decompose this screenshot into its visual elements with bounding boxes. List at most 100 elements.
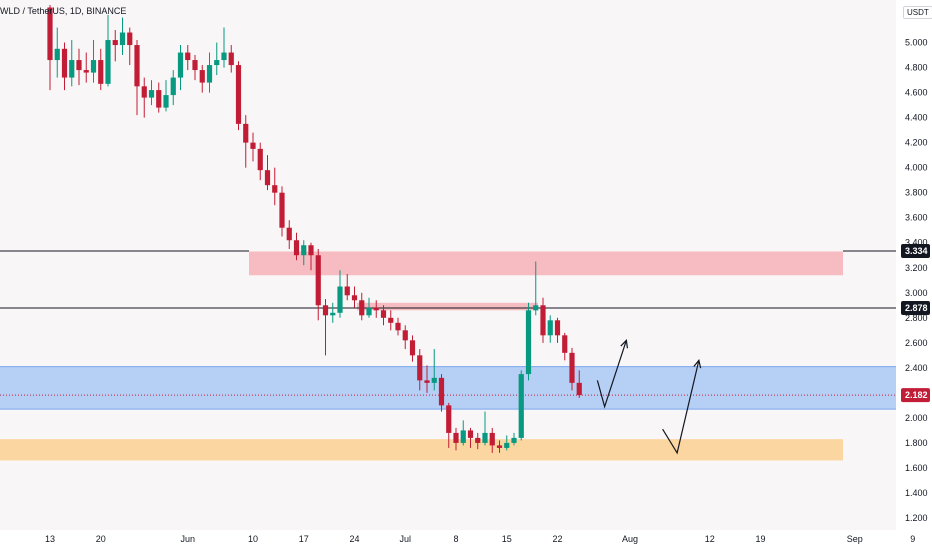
candle-body (47, 7, 53, 61)
candle-body (453, 432, 459, 443)
price-axis-bg (896, 0, 932, 550)
candle-body (504, 442, 510, 448)
candle-body (525, 310, 532, 375)
candle-body (344, 286, 350, 296)
time-tick-label: 15 (502, 534, 512, 544)
price-level-badge (901, 243, 930, 258)
candle-body (351, 295, 358, 301)
time-tick-label: 10 (248, 534, 258, 544)
time-axis-bg (0, 530, 932, 550)
candle-body (359, 300, 365, 316)
candle-body (83, 70, 89, 73)
candle-body (533, 305, 539, 311)
candle-body (409, 340, 416, 356)
candle-body (206, 65, 213, 83)
candle-body (373, 307, 379, 311)
candle-body (496, 445, 503, 448)
levels-layer (0, 250, 896, 396)
candle-body (148, 90, 155, 98)
demand-zone (0, 439, 843, 461)
price-tick-label: 3.000 (905, 288, 928, 298)
candle-body (518, 374, 524, 438)
candle-body (105, 40, 111, 84)
candle-body (431, 377, 437, 383)
candle-body (141, 86, 147, 98)
time-tick-label: 19 (755, 534, 765, 544)
candle-body (192, 60, 198, 71)
price-tick-label: 3.800 (905, 188, 928, 198)
symbol-title: WLD / TetherUS, 1D, BINANCE (0, 6, 127, 16)
price-tick-label: 3.400 (905, 238, 928, 248)
projection-arrow (662, 360, 700, 455)
candle-body (547, 320, 553, 336)
candle-body (243, 123, 249, 143)
price-tick-label: 4.600 (905, 88, 928, 98)
candle-body (134, 45, 140, 87)
candle-body (228, 52, 234, 66)
price-tick-label: 1.400 (905, 488, 928, 498)
candle-body (156, 90, 162, 108)
candle-body (69, 60, 75, 78)
candle-body (482, 432, 488, 443)
time-tick-label: Jun (180, 534, 195, 544)
price-tick-label: 4.400 (905, 113, 928, 123)
time-tick-label: 12 (705, 534, 715, 544)
candle-body (402, 330, 408, 341)
support-zone (0, 366, 896, 410)
candle-body (214, 60, 220, 66)
candle-body (366, 307, 372, 316)
price-level-badge (901, 388, 930, 403)
candle-body (127, 32, 133, 46)
candle-body (185, 52, 191, 61)
time-tick-label: Aug (622, 534, 638, 544)
price-tick-label: 1.600 (905, 463, 928, 473)
candle-body (76, 60, 82, 71)
time-tick-label: 9 (910, 534, 915, 544)
candle-body (337, 286, 343, 313)
candle-body (417, 355, 423, 381)
candle-body (112, 40, 118, 46)
price-axis[interactable]: 5.000 4.800 4.600 4.400 4.200 4.000 3.800 3.600… (896, 0, 932, 550)
time-tick-label: 22 (552, 534, 562, 544)
candle-body (330, 312, 336, 316)
candle-body (554, 320, 561, 336)
price-level-label: 3.334 (905, 246, 928, 256)
zones-layer (0, 251, 896, 461)
price-tick-label: 2.400 (905, 363, 928, 373)
currency-badge[interactable]: USDT (903, 6, 932, 19)
candle-body (380, 310, 387, 318)
time-axis[interactable]: 13 20 Jun 10 17 24 Jul 8 15 22 Aug 12 19 Sep 9 (0, 530, 932, 550)
candle-body (460, 430, 466, 443)
time-tick-label: 8 (453, 534, 458, 544)
candle-body (489, 432, 495, 446)
candle-body (257, 148, 263, 171)
price-tick-label: 1.800 (905, 438, 928, 448)
price-tick-label: 4.800 (905, 63, 928, 73)
projection-arrow (596, 340, 627, 409)
projection-arrow-head (620, 339, 629, 349)
candle-body (322, 305, 329, 316)
candle-body (569, 352, 575, 383)
candle-body (475, 437, 481, 443)
price-tick-label: 2.600 (905, 338, 928, 348)
candle-body (170, 77, 176, 96)
time-tick-label: Sep (847, 534, 863, 544)
candle-body (467, 430, 474, 438)
candle-body (315, 255, 321, 306)
candle-body (98, 60, 104, 84)
time-tick-label: 24 (349, 534, 359, 544)
candle-body (61, 48, 68, 78)
price-tick-label: 5.000 (905, 38, 928, 48)
time-tick-label: 20 (96, 534, 106, 544)
candles-layer (47, 5, 582, 453)
candle-body (438, 377, 445, 406)
time-tick-label: 13 (45, 534, 55, 544)
price-tick-label: 1.200 (905, 513, 928, 523)
price-tick-label: 2.000 (905, 413, 928, 423)
time-tick-label: 17 (299, 534, 309, 544)
candle-body (388, 317, 394, 323)
candle-body (576, 382, 582, 396)
time-tick-label: Jul (399, 534, 411, 544)
candle-body (562, 335, 568, 353)
